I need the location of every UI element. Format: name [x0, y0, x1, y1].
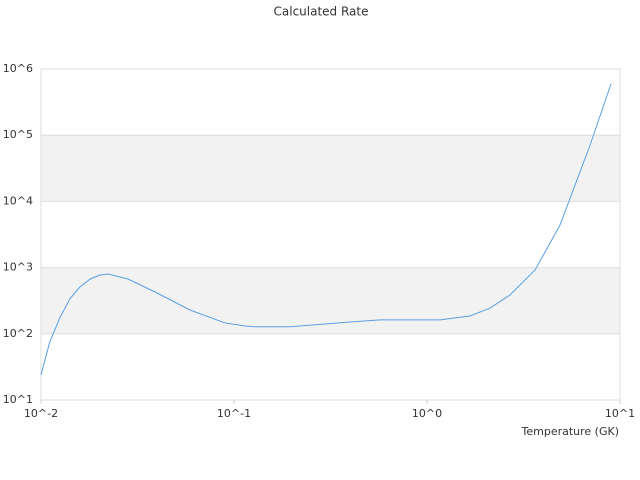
data-line	[40, 83, 612, 375]
y-tick-label: 10^5	[3, 128, 33, 141]
chart-title: Calculated Rate	[274, 5, 369, 19]
y-tick-label: 10^4	[3, 194, 33, 207]
x-axis-label: Temperature (GK)	[521, 425, 620, 438]
x-tick-label: 10^0	[412, 407, 442, 420]
y-tick-label: 10^2	[3, 327, 33, 340]
grid-band	[41, 267, 620, 334]
y-tick-label: 10^3	[3, 261, 33, 274]
x-tick-label: 10^-1	[217, 407, 251, 420]
x-tick-label: 10^-2	[24, 407, 58, 420]
y-tick-label: 10^6	[3, 62, 33, 75]
grid-band	[41, 135, 620, 202]
plot-border	[40, 68, 621, 401]
y-tick-label: 10^1	[3, 393, 33, 406]
x-tick-label: 10^1	[605, 407, 635, 420]
